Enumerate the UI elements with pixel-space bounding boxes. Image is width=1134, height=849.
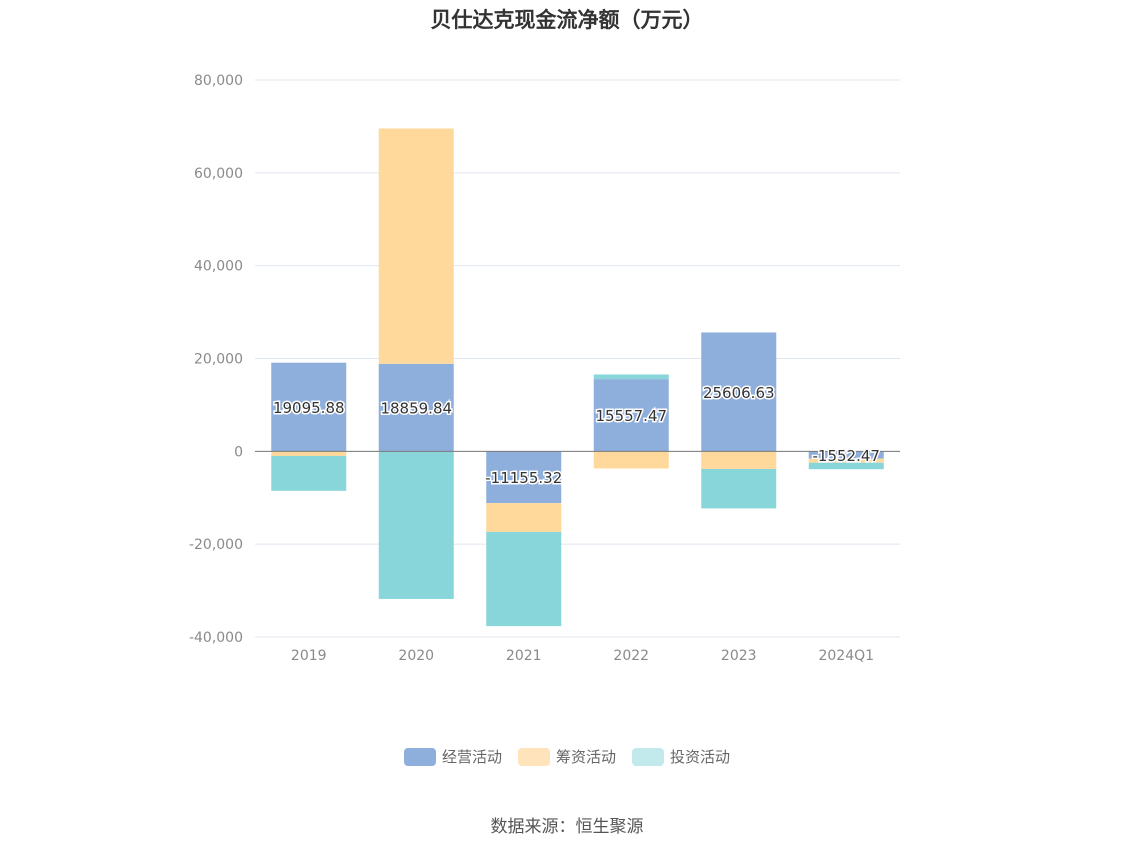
- y-tick-label: 20,000: [194, 352, 243, 368]
- bar-segment[interactable]: [701, 451, 777, 469]
- bar-segment[interactable]: [701, 332, 777, 452]
- data-label: 19095.88: [273, 399, 345, 417]
- bar-segment[interactable]: [593, 451, 669, 469]
- y-tick-label: -20,000: [189, 537, 243, 553]
- y-tick-label: 60,000: [194, 166, 243, 182]
- data-label: -11155.32: [485, 469, 562, 487]
- bar-segment[interactable]: [486, 451, 562, 504]
- x-tick-label: 2021: [506, 648, 542, 664]
- legend: 经营活动 筹资活动 投资活动: [0, 746, 1134, 767]
- legend-label-operating: 经营活动: [441, 748, 502, 766]
- x-tick-label: 2024Q1: [818, 648, 874, 664]
- bar-segment[interactable]: [486, 503, 562, 532]
- chart-title: 贝仕达克现金流净额（万元）: [430, 8, 704, 32]
- bar-segment[interactable]: [378, 451, 454, 599]
- data-label: 25606.63: [703, 384, 775, 402]
- legend-label-investing: 投资活动: [670, 748, 731, 766]
- y-tick-label: 40,000: [194, 259, 243, 275]
- data-label: 15557.47: [595, 407, 667, 425]
- bar-segment[interactable]: [486, 531, 562, 627]
- x-tick-label: 2022: [613, 648, 649, 664]
- bar-segment[interactable]: [378, 363, 454, 452]
- y-tick-label: 0: [234, 444, 243, 460]
- bar-segment[interactable]: [701, 468, 777, 509]
- legend-label-financing: 筹资活动: [555, 748, 616, 766]
- bar-segment[interactable]: [271, 362, 347, 452]
- bar-segment[interactable]: [808, 458, 884, 463]
- axes: 80,000 60,000 40,000 20,000 0 -20,000 -40,000 2…: [189, 73, 900, 664]
- bar-segment[interactable]: [593, 374, 669, 380]
- x-tick-label: 2019: [291, 648, 327, 664]
- data-label: 18859.84: [380, 400, 452, 418]
- legend-item-operating[interactable]: 经营活动: [403, 746, 502, 767]
- bar-segment[interactable]: [808, 451, 884, 459]
- x-tick-label: 2020: [398, 648, 434, 664]
- bar-segment[interactable]: [271, 451, 347, 456]
- legend-item-investing[interactable]: 投资活动: [632, 746, 730, 767]
- legend-item-financing[interactable]: 筹资活动: [517, 746, 616, 767]
- data-label: -1552.47: [813, 447, 880, 465]
- y-tick-label: 80,000: [194, 73, 243, 89]
- x-tick-label: 2023: [721, 648, 757, 664]
- legend-swatch-financing: [517, 747, 550, 766]
- source-note: 数据来源：恒生聚源: [490, 817, 644, 837]
- bars: [271, 128, 884, 627]
- gridlines: [255, 79, 900, 638]
- bar-segment[interactable]: [378, 128, 454, 364]
- bar-segment[interactable]: [593, 379, 669, 452]
- bar-segment[interactable]: [271, 455, 347, 491]
- data-labels: 19095.88 18859.84 -11155.32 15557.47 25606.6…: [271, 382, 881, 488]
- bar-segment[interactable]: [808, 462, 884, 470]
- legend-swatch-investing: [632, 747, 664, 766]
- y-tick-label: -40,000: [189, 630, 243, 646]
- legend-swatch-operating: [403, 747, 436, 766]
